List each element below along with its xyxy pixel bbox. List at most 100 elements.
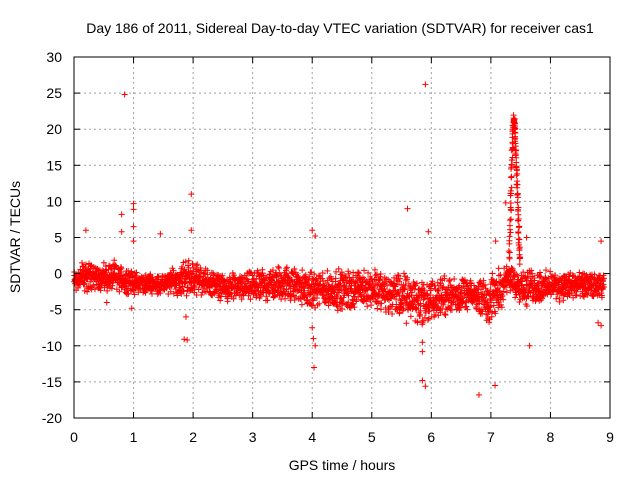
band-point [319, 270, 326, 277]
band-point [404, 274, 411, 281]
band-point [489, 309, 496, 316]
chart-title: Day 186 of 2011, Sidereal Day-to-day VTE… [86, 20, 594, 36]
band-point [180, 288, 187, 295]
band-point [523, 303, 530, 310]
band-point [324, 267, 331, 274]
band-point [183, 276, 190, 283]
outlier-point [492, 382, 499, 389]
band-point [335, 265, 342, 272]
band-point [276, 265, 283, 272]
outlier-point [128, 305, 135, 312]
spike-point [514, 170, 521, 177]
x-tick-label: 9 [606, 429, 614, 445]
band-point [492, 310, 499, 317]
band-point [490, 302, 497, 309]
spike-point [516, 255, 523, 262]
band-point [484, 311, 491, 318]
band-point [471, 282, 478, 289]
data-points [71, 81, 607, 398]
band-point [535, 280, 542, 287]
band-point [397, 275, 404, 282]
band-point [479, 308, 486, 315]
band-point [432, 311, 439, 318]
band-point [512, 294, 519, 301]
band-point [542, 274, 549, 281]
spike-point [516, 261, 523, 268]
outlier-point [118, 228, 125, 235]
band-point [395, 272, 402, 279]
band-point [190, 269, 197, 276]
band-point [345, 292, 352, 299]
band-point [381, 274, 388, 281]
outlier-point [130, 238, 137, 245]
band-point [298, 301, 305, 308]
outlier-point [82, 227, 89, 234]
band-point [539, 295, 546, 302]
band-point [457, 289, 464, 296]
spike-point [505, 248, 512, 255]
spike-point [507, 229, 514, 236]
y-tick-label: -20 [42, 410, 62, 426]
band-point [424, 290, 431, 297]
outlier-point [309, 227, 316, 234]
band-point [507, 287, 514, 294]
band-point [108, 265, 115, 272]
band-point [350, 301, 357, 308]
band-point [434, 287, 441, 294]
band-point [80, 281, 87, 288]
band-point [351, 282, 358, 289]
band-point [100, 259, 107, 266]
band-point [437, 309, 444, 316]
band-point [200, 270, 207, 277]
band-point [342, 286, 349, 293]
band-point [217, 297, 224, 304]
outlier-point [311, 364, 318, 371]
band-point [463, 303, 470, 310]
band-point [238, 296, 245, 303]
spike-point [513, 172, 520, 179]
band-point [345, 299, 352, 306]
band-point [361, 267, 368, 274]
band-point [567, 269, 574, 276]
band-point [325, 302, 332, 309]
band-point [283, 286, 290, 293]
spike-point [512, 130, 519, 137]
band-point [185, 257, 192, 264]
outlier-point [404, 205, 411, 212]
band-point [476, 279, 483, 286]
outlier-point [184, 337, 191, 344]
band-point [556, 298, 563, 305]
x-tick-label: 3 [249, 429, 257, 445]
band-point [414, 319, 421, 326]
band-point [81, 280, 88, 287]
band-point [167, 283, 174, 290]
band-point [198, 267, 205, 274]
x-tick-label: 6 [427, 429, 435, 445]
spike-point [516, 223, 523, 230]
band-point [391, 274, 398, 281]
band-point [227, 290, 234, 297]
band-point [230, 272, 237, 279]
band-point [447, 302, 454, 309]
band-point [485, 315, 492, 322]
band-point [378, 300, 385, 307]
outlier-point [419, 348, 426, 355]
outlier-point [312, 233, 319, 240]
band-point [364, 303, 371, 310]
band-point [263, 275, 270, 282]
band-point [480, 277, 487, 284]
outlier-point [312, 342, 319, 349]
band-point [207, 291, 214, 298]
band-point [437, 280, 444, 287]
outlier-point [118, 211, 125, 218]
band-point [477, 280, 484, 287]
band-point [473, 305, 480, 312]
band-point [482, 281, 489, 288]
outlier-point [422, 383, 429, 390]
band-point [403, 320, 410, 327]
band-point [97, 287, 104, 294]
outlier-point [595, 319, 602, 326]
band-point [111, 257, 118, 264]
band-point [316, 300, 323, 307]
y-tick-label: 20 [46, 121, 62, 137]
